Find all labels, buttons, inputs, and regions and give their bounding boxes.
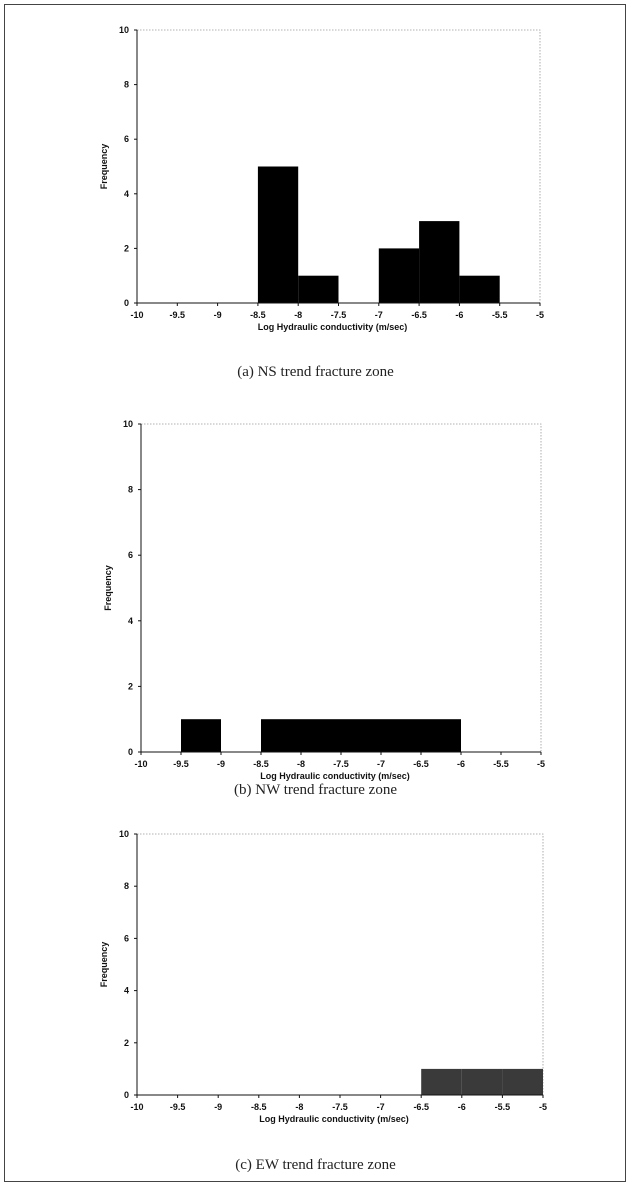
chart-a-svg: 0 2 4 6 8 10 -10 -9.5 -9 -8.5 -8 -7.5 -7 -6.5 -6 -5.5 -5… [99, 25, 544, 332]
bar-b-5 [421, 719, 461, 752]
x-tick-label-b-1: -9.5 [173, 759, 189, 769]
x-tick-label-b-2: -9 [217, 759, 225, 769]
x-tick-label-c-5: -7.5 [332, 1102, 348, 1112]
x-tick-label-c-4: -8 [295, 1102, 303, 1112]
x-tick-label-a-9: -5.5 [492, 310, 508, 320]
x-tick-label-b-9: -5.5 [493, 759, 509, 769]
x-axis-label-c: Log Hydraulic conductivity (m/sec) [259, 1114, 409, 1124]
chart-c-caption: (c) EW trend fracture zone [235, 1157, 396, 1173]
y-axis-label-a: Frequency [99, 144, 109, 190]
chart-panel-c: 0 2 4 6 8 10 -10 -9.5 -9 -8.5 -8 -7.5 -7 -6.5 -6 -5.5 -5… [0, 810, 631, 1187]
bar-b-1 [261, 719, 301, 752]
bar-c-1 [461, 1068, 503, 1095]
chart-b-caption: (b) NW trend fracture zone [234, 782, 397, 798]
y-tick-label-c-4: 8 [124, 881, 129, 891]
x-tick-label-a-8: -6 [455, 310, 463, 320]
x-tick-label-c-8: -6 [458, 1102, 466, 1112]
y-tick-label-b-4: 8 [128, 485, 133, 495]
bar-b-3 [341, 719, 381, 752]
chart-panel-a: 0 2 4 6 8 10 -10 -9.5 -9 -8.5 -8 -7.5 -7 -6.5 -6 -5.5 -5… [0, 0, 631, 390]
y-tick-label-c-5: 10 [119, 829, 129, 839]
x-tick-label-a-1: -9.5 [170, 310, 186, 320]
y-tick-label-c-0: 0 [124, 1090, 129, 1100]
bar-b-4 [381, 719, 421, 752]
y-tick-label-c-2: 4 [124, 986, 129, 996]
x-tick-label-a-0: -10 [130, 310, 143, 320]
chart-a-caption: (a) NS trend fracture zone [237, 364, 394, 380]
x-tick-label-a-5: -7.5 [331, 310, 347, 320]
y-tick-label-c-1: 2 [124, 1038, 129, 1048]
x-tick-label-a-3: -8.5 [250, 310, 266, 320]
bar-c-0 [421, 1068, 462, 1095]
x-axis-label-b: Log Hydraulic conductivity (m/sec) [260, 771, 410, 781]
bar-a-3 [419, 221, 460, 303]
x-tick-label-b-8: -6 [457, 759, 465, 769]
y-tick-label-c-3: 6 [124, 933, 129, 943]
y-tick-label-a-0: 0 [124, 298, 129, 308]
chart-panel-b: 0 2 4 6 8 10 -10 -9.5 -9 -8.5 -8 -7.5 -7 -6.5 -6 -5.5 -5… [0, 390, 631, 810]
x-tick-label-c-0: -10 [130, 1102, 143, 1112]
y-tick-label-a-3: 6 [124, 134, 129, 144]
bar-a-2 [378, 248, 420, 303]
x-tick-label-b-3: -8.5 [253, 759, 269, 769]
x-tick-label-c-6: -7 [377, 1102, 385, 1112]
x-tick-label-a-4: -8 [294, 310, 302, 320]
x-tick-label-b-0: -10 [134, 759, 147, 769]
y-axis-label-c: Frequency [99, 942, 109, 988]
bar-a-0 [257, 166, 299, 303]
y-tick-label-a-1: 2 [124, 243, 129, 253]
x-tick-label-b-10: -5 [537, 759, 545, 769]
x-tick-label-c-7: -6.5 [413, 1102, 429, 1112]
y-tick-label-b-0: 0 [128, 747, 133, 757]
x-tick-label-a-6: -7 [375, 310, 383, 320]
y-axis-label-b: Frequency [103, 565, 113, 611]
x-tick-label-a-7: -6.5 [411, 310, 427, 320]
x-tick-label-c-10: -5 [539, 1102, 547, 1112]
y-tick-label-b-3: 6 [128, 550, 133, 560]
x-tick-label-b-7: -6.5 [413, 759, 429, 769]
y-tick-label-a-4: 8 [124, 80, 129, 90]
y-tick-label-a-2: 4 [124, 189, 129, 199]
x-tick-label-a-2: -9 [214, 310, 222, 320]
bar-a-1 [298, 275, 339, 303]
x-tick-label-c-1: -9.5 [170, 1102, 186, 1112]
y-tick-label-a-5: 10 [119, 25, 129, 35]
plot-area-a [136, 29, 541, 304]
bar-b-0 [181, 719, 221, 752]
plot-area-c [136, 833, 544, 1096]
x-axis-label-a: Log Hydraulic conductivity (m/sec) [258, 322, 408, 332]
x-tick-label-b-5: -7.5 [333, 759, 349, 769]
bar-a-4 [459, 275, 500, 303]
y-tick-label-b-1: 2 [128, 681, 133, 691]
x-tick-label-c-9: -5.5 [495, 1102, 511, 1112]
x-tick-label-b-4: -8 [297, 759, 305, 769]
x-tick-label-c-3: -8.5 [251, 1102, 267, 1112]
bar-b-2 [301, 719, 341, 752]
x-tick-label-c-2: -9 [214, 1102, 222, 1112]
chart-c-svg: 0 2 4 6 8 10 -10 -9.5 -9 -8.5 -8 -7.5 -7 -6.5 -6 -5.5 -5… [99, 829, 547, 1124]
y-tick-label-b-2: 4 [128, 616, 133, 626]
figure-frame [4, 4, 626, 1182]
chart-b-svg: 0 2 4 6 8 10 -10 -9.5 -9 -8.5 -8 -7.5 -7 -6.5 -6 -5.5 -5… [103, 419, 545, 781]
plot-area-b [140, 423, 542, 753]
x-tick-label-a-10: -5 [536, 310, 544, 320]
x-tick-label-b-6: -7 [377, 759, 385, 769]
y-tick-label-b-5: 10 [123, 419, 133, 429]
bar-c-2 [502, 1068, 543, 1095]
